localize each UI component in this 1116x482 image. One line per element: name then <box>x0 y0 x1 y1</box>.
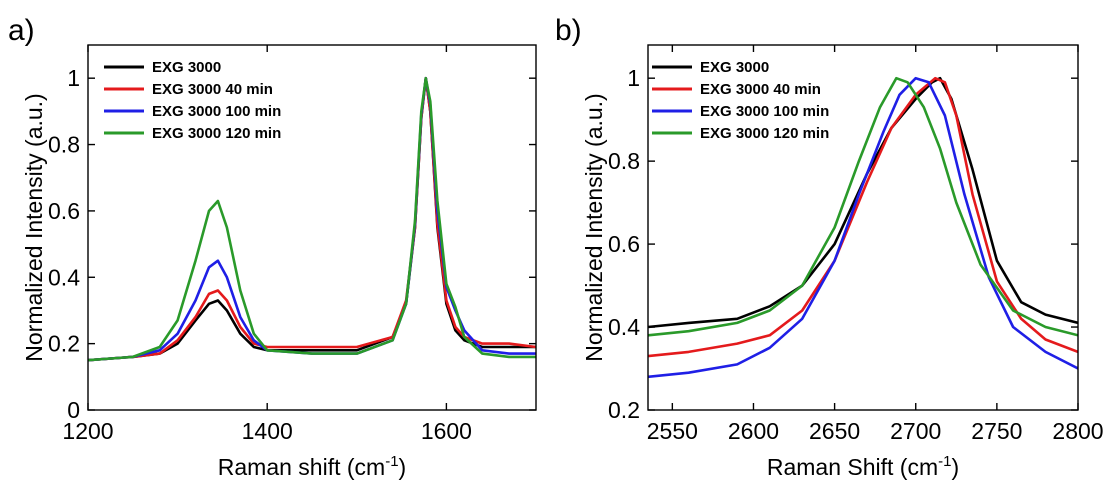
legend-label-0: EXG 3000 <box>152 59 221 76</box>
y-tick-label: 0.6 <box>48 198 80 224</box>
x-axis-title-main: Raman Shift (cm <box>767 454 938 480</box>
y-tick-label: 0.2 <box>608 397 640 423</box>
series-line-0 <box>648 76 1078 329</box>
series-line-3 <box>648 76 1078 337</box>
x-tick-label: 2800 <box>1052 418 1103 444</box>
y-tick-label: 0.8 <box>608 148 640 174</box>
panel-label: a) <box>8 14 35 47</box>
y-axis-title: Normalized Intensity (a.u.) <box>21 93 47 361</box>
x-axis-title-sup: -1 <box>938 453 951 470</box>
x-axis-title-sup: -1 <box>385 453 398 470</box>
x-tick-label: 2600 <box>728 418 779 444</box>
x-tick-label: 1200 <box>62 418 113 444</box>
plot-frame <box>87 44 537 411</box>
legend: EXG 3000 EXG 3000 40 min EXG 3000 100 min E… <box>652 59 829 142</box>
legend-label-1: EXG 3000 40 min <box>152 81 273 98</box>
series-lines <box>648 76 1078 379</box>
x-tick-label: 1400 <box>242 418 293 444</box>
legend-label-1: EXG 3000 40 min <box>700 81 821 98</box>
series-lines <box>88 76 536 362</box>
series-line-0 <box>88 76 536 362</box>
y-tick-label: 0 <box>67 397 80 423</box>
y-axis-title: Normalized Intensity (a.u.) <box>581 93 607 361</box>
y-tick-label: 0.4 <box>608 314 640 340</box>
y-tick-label: 1 <box>627 65 640 91</box>
y-tick-label: 0.8 <box>48 132 80 158</box>
panel-label: b) <box>555 14 582 47</box>
y-tick-label: 1 <box>67 65 80 91</box>
y-tick-label: 0.4 <box>48 264 80 290</box>
series-line-2 <box>648 76 1078 379</box>
legend-label-3: EXG 3000 120 min <box>700 125 829 142</box>
x-tick-label: 1600 <box>421 418 472 444</box>
panel-b: b) 2550 2600 2650 2700 2750 2800 0.2 0.4 0.6 0.8 1N… <box>555 14 1104 480</box>
series-line-2 <box>88 76 536 362</box>
series-line-3 <box>88 76 536 362</box>
x-tick-label: 2550 <box>647 418 698 444</box>
x-tick-label: 2650 <box>809 418 860 444</box>
legend-label-3: EXG 3000 120 min <box>152 125 281 142</box>
x-axis-title-end: ) <box>399 454 407 480</box>
x-axis-title-main: Raman shift (cm <box>218 454 385 480</box>
legend: EXG 3000 EXG 3000 40 min EXG 3000 100 min E… <box>104 59 281 142</box>
legend-label-0: EXG 3000 <box>700 59 769 76</box>
legend-label-2: EXG 3000 100 min <box>152 103 281 120</box>
y-tick-label: 0.6 <box>608 231 640 257</box>
x-tick-label: 2750 <box>971 418 1022 444</box>
plot-frame <box>647 44 1079 411</box>
x-tick-label: 2700 <box>890 418 941 444</box>
x-axis-title: Raman shift (cm-1) <box>218 453 406 480</box>
panel-a: a) 1200 1400 1600 0 0.2 0.4 0.6 0.8 1 Normalized I… <box>8 14 537 480</box>
series-line-1 <box>88 76 536 362</box>
x-axis-title-end: ) <box>951 454 959 480</box>
y-tick-label: 0.2 <box>48 331 80 357</box>
x-axis-title: Raman Shift (cm-1) <box>767 453 959 480</box>
legend-label-2: EXG 3000 100 min <box>700 103 829 120</box>
